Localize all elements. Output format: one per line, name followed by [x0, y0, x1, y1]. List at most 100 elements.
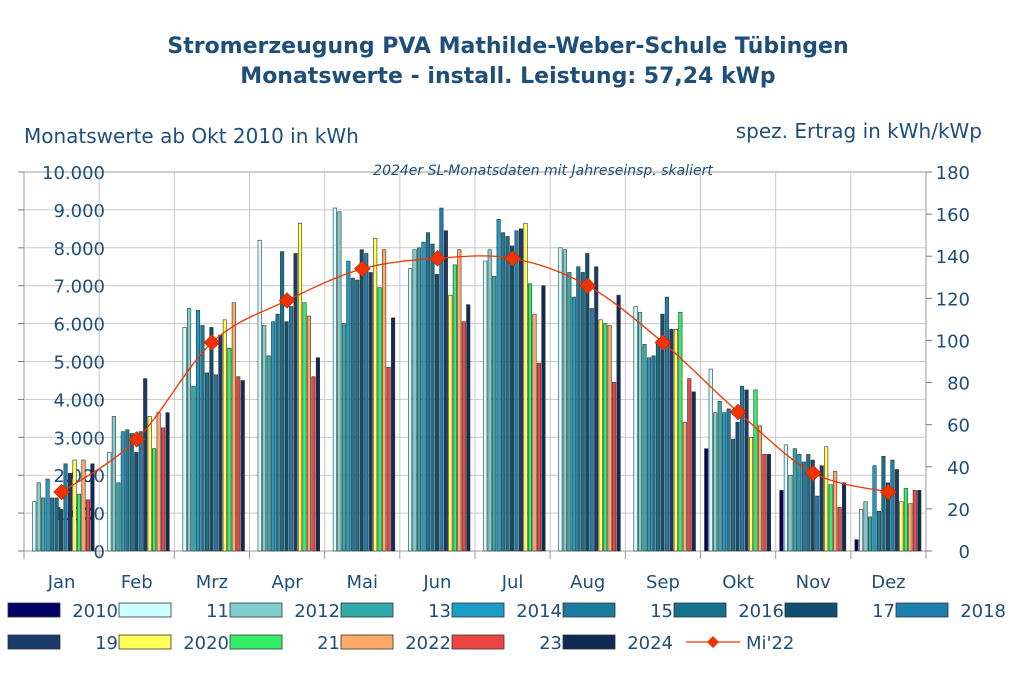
bar-11-Dez: [859, 509, 864, 552]
bar-2018-Apr: [289, 306, 294, 552]
bar-2014-Feb: [120, 431, 125, 552]
legend-label-2014: 2014: [516, 601, 562, 622]
bar-2016-Jul: [505, 236, 510, 552]
average-marker-Sep: [654, 334, 672, 351]
bar-17-Okt: [735, 421, 740, 552]
legend-label-21: 21: [317, 633, 340, 654]
bar-19-Jul: [518, 228, 524, 552]
bar-2018-Jan: [63, 463, 68, 552]
legend-marker-mi22: [707, 636, 719, 648]
legend-swatch-2010: [7, 602, 61, 618]
legend-swatch-17: [784, 602, 838, 618]
bar-19-Sep: [669, 328, 674, 552]
legend-label-2012: 2012: [294, 601, 340, 622]
bar-2012-Feb: [111, 416, 116, 552]
legend-swatch-2018: [895, 602, 949, 618]
y-tick-label: 5.000: [53, 353, 105, 374]
bar-2012-Jul: [487, 249, 492, 552]
y2-tick-label: 100: [936, 331, 970, 352]
bar-2012-Jan: [36, 482, 41, 552]
bar-11-Jan: [32, 501, 37, 552]
bar-2024-Aug: [616, 294, 621, 552]
bar-23-Dez: [912, 490, 917, 552]
bar-2016-Aug: [580, 272, 585, 552]
bar-2014-Dez: [872, 465, 877, 552]
bar-2016-Jan: [54, 497, 59, 552]
bar-2012-Apr: [262, 325, 267, 552]
bar-2020-Aug: [598, 319, 603, 552]
legend-swatch-23: [451, 634, 505, 650]
bar-13-Apr: [266, 355, 271, 552]
bar-2022-Okt: [757, 425, 763, 552]
bar-2022-Sep: [682, 421, 687, 552]
bar-15-Mai: [350, 277, 355, 552]
bar-2012-Dez: [863, 501, 868, 552]
bar-2016-Mrz: [204, 372, 209, 552]
legend-label-23: 23: [539, 633, 562, 654]
legend-swatch-21: [229, 634, 283, 650]
bar-2012-Nov: [788, 474, 793, 552]
average-marker-Mrz: [203, 334, 221, 351]
bar-19-Feb: [143, 378, 148, 552]
chart-title: Stromerzeugung PVA Mathilde-Weber-Schule…: [167, 34, 849, 59]
bar-17-Jun: [434, 274, 439, 552]
bar-19-Aug: [594, 266, 599, 552]
bar-2024-Mai: [391, 317, 396, 552]
legend-swatch-2014: [451, 602, 505, 618]
bar-21-Mai: [377, 287, 382, 552]
bar-17-Feb: [134, 452, 139, 552]
bar-17-Jan: [59, 509, 64, 552]
bar-23-Feb: [161, 427, 166, 552]
legend-swatch-11: [118, 602, 172, 618]
bar-19-Jan: [68, 473, 73, 552]
legend-label-2010: 2010: [72, 601, 118, 622]
y-tick-label: 7.000: [53, 277, 105, 298]
bar-2012-Mai: [337, 211, 342, 552]
bar-2020-Apr: [297, 222, 303, 552]
legend-label-mi22: Mi'22: [746, 633, 794, 654]
x-tick-label: Sep: [646, 572, 680, 593]
left-axis-caption: Monatswerte ab Okt 2010 in kWh: [24, 124, 359, 148]
bar-2022-Apr: [306, 315, 312, 552]
y2-tick-label: 60: [947, 416, 970, 437]
bar-21-Aug: [603, 323, 608, 552]
bar-2024-Jul: [541, 285, 546, 552]
legend-swatch-2016: [673, 602, 727, 618]
bar-19-Mrz: [218, 334, 223, 552]
bar-2022-Feb: [156, 412, 161, 552]
bar-2018-Jun: [439, 207, 444, 552]
bar-21-Apr: [302, 302, 307, 552]
bar-15-Jul: [501, 232, 506, 552]
bar-23-Okt: [762, 454, 767, 552]
bar-2014-Sep: [646, 357, 652, 552]
bar-2022-Nov: [833, 471, 838, 552]
bar-2024-Okt: [766, 454, 771, 552]
bar-2016-Nov: [806, 454, 811, 552]
bar-17-Mai: [359, 249, 364, 552]
bar-2014-Jun: [421, 241, 426, 552]
bar-21-Jan: [76, 493, 82, 552]
bar-2012-Jun: [412, 249, 417, 552]
bar-11-Jul: [483, 260, 488, 552]
y2-tick-label: 180: [936, 163, 970, 184]
chart-annotation: 2024er SL-Monatsdaten mit Jahreseinsp. s…: [373, 163, 713, 179]
bar-2014-Mrz: [195, 310, 201, 552]
bar-2016-Dez: [881, 455, 886, 552]
bar-19-Dez: [894, 469, 899, 552]
average-marker-Apr: [278, 292, 296, 309]
legend-label-2018: 2018: [960, 601, 1006, 622]
legend-label-15: 15: [650, 601, 673, 622]
y-tick-label: 4.000: [53, 390, 105, 411]
bar-11-Jun: [408, 268, 413, 552]
bar-2020-Sep: [673, 328, 678, 552]
bar-2018-Dez: [890, 459, 895, 552]
legend-label-2024: 2024: [627, 633, 673, 654]
bar-2014-Jan: [45, 478, 50, 552]
bar-2018-Aug: [589, 308, 594, 552]
bar-15-Jan: [50, 497, 55, 552]
bar-2010-Okt: [704, 448, 709, 552]
bar-2012-Sep: [637, 311, 643, 552]
bar-2022-Dez: [908, 503, 913, 552]
legend-swatch-19: [7, 634, 61, 650]
bar-2022-Jun: [457, 249, 462, 552]
